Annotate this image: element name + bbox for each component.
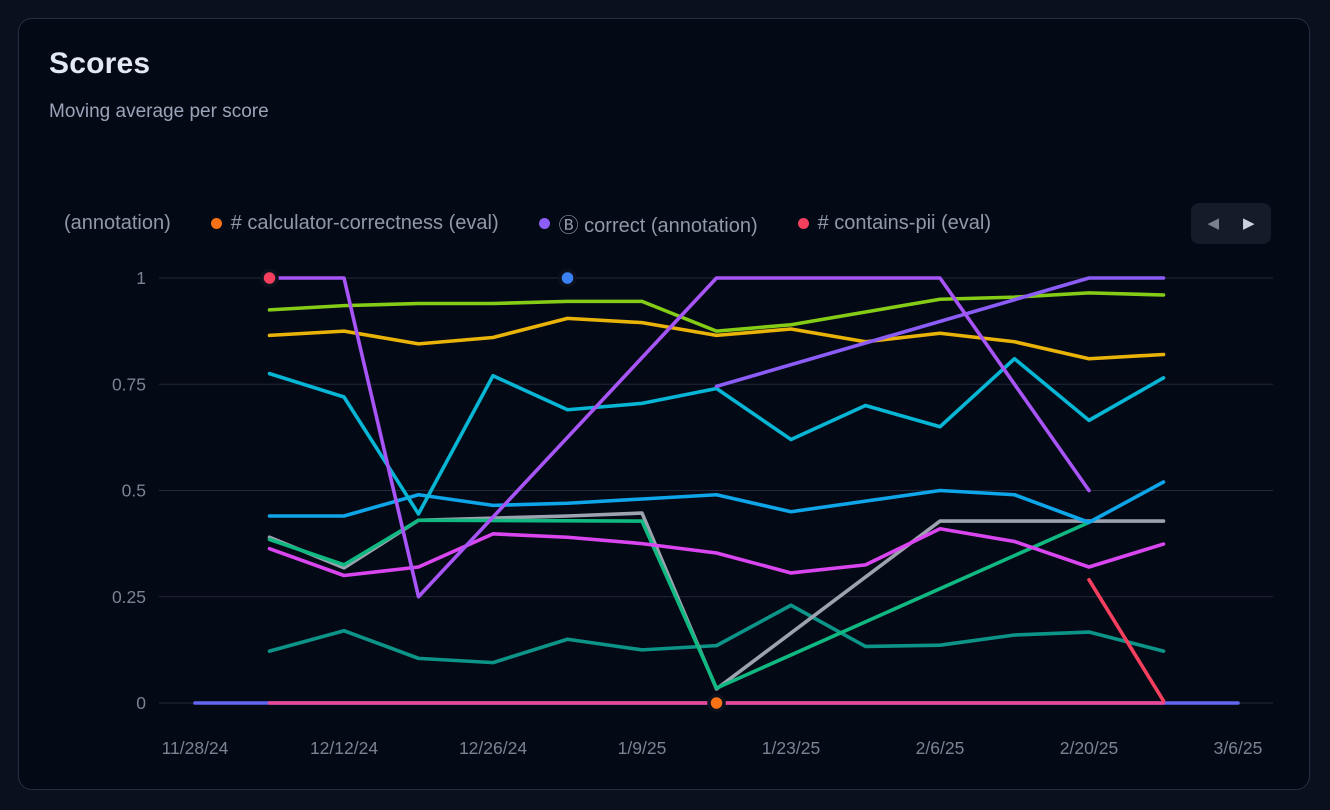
series-blue-line	[267, 480, 1166, 525]
series-purple-line	[267, 276, 1091, 599]
legend-label: # contains-pii (eval)	[817, 211, 992, 234]
y-tick-label: 0.75	[112, 374, 146, 394]
series-gray-line	[267, 511, 1166, 691]
legend-dot-orange	[210, 217, 222, 229]
series-violet-line	[714, 276, 1166, 389]
series-cyan-line	[267, 356, 1166, 516]
x-tick-label: 11/28/24	[162, 738, 229, 758]
marker-red-point	[260, 268, 279, 288]
scores-card: Scores Moving average per score (annotat…	[18, 18, 1310, 790]
legend-item-contains-pii[interactable]: # contains-pii (eval)	[797, 211, 992, 235]
scores-chart: 0 0.25 0.5 0.75 1 11/28/24 12/12/24 12/26/24 1/9…	[112, 268, 1273, 758]
x-tick-label: 1/9/25	[618, 738, 667, 758]
series-teal-line	[267, 603, 1166, 665]
legend-pager: ◀ ▶	[1191, 202, 1271, 244]
y-tick-label: 0.5	[122, 481, 146, 501]
legend-item-calculator-correctness[interactable]: # calculator-correctness (eval)	[210, 211, 499, 235]
x-tick-label: 3/6/25	[1214, 738, 1263, 758]
x-tick-label: 2/6/25	[916, 738, 965, 758]
x-tick-label: 12/12/24	[310, 738, 378, 758]
y-tick-label: 0	[136, 693, 146, 713]
series-emerald-line	[267, 518, 1091, 690]
chevron-right-icon[interactable]: ▶	[1243, 214, 1255, 232]
series-magenta-line	[267, 526, 1166, 578]
legend-item-annotation-truncated[interactable]: (annotation)	[64, 212, 171, 235]
series-red-line	[1087, 577, 1166, 703]
x-tick-label: 1/23/25	[762, 738, 820, 758]
legend-label: Ⓑ correct (annotation)	[558, 214, 758, 237]
legend-dot-purple	[538, 217, 550, 229]
series-lime-line	[267, 291, 1166, 333]
legend-dot-red	[797, 217, 809, 229]
x-tick-label: 12/26/24	[459, 738, 527, 758]
legend: (annotation) # calculator-correctness (e…	[19, 202, 1311, 244]
x-tick-label: 2/20/25	[1060, 738, 1118, 758]
page-subtitle: Moving average per score	[49, 101, 269, 122]
legend-label: # calculator-correctness (eval)	[230, 211, 499, 234]
y-tick-label: 1	[136, 268, 146, 288]
legend-item-correct[interactable]: Ⓑ correct (annotation)	[538, 209, 758, 238]
series-amber-line	[267, 316, 1166, 361]
marker-blue-point	[558, 268, 577, 288]
page-title: Scores	[49, 47, 151, 80]
marker-orange-point	[707, 693, 726, 713]
chevron-left-icon[interactable]: ◀	[1207, 214, 1219, 232]
legend-label: (annotation)	[64, 211, 171, 234]
y-tick-label: 0.25	[112, 587, 146, 607]
